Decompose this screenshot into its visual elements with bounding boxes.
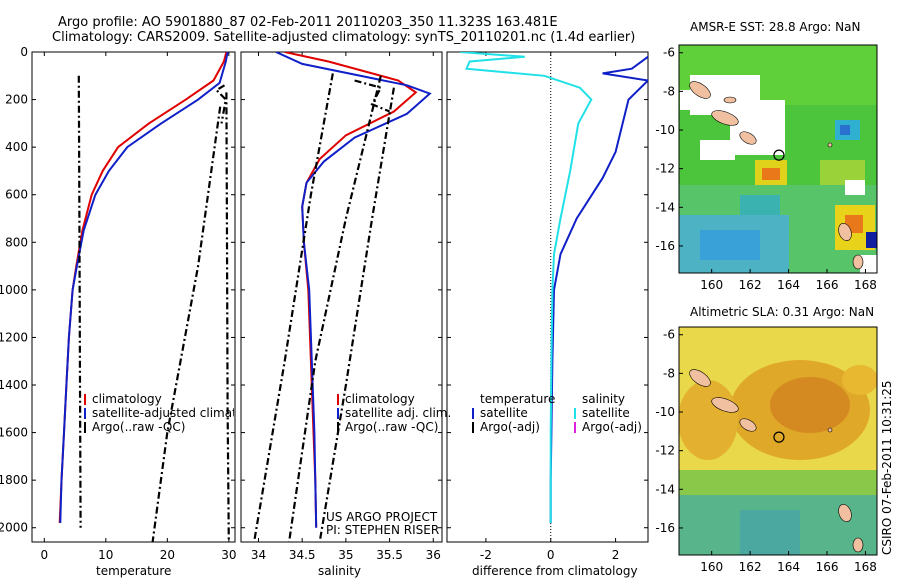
temp-xtick-label: 30 [221,548,236,562]
depth-tick-label: 1200 [0,330,28,344]
depth-tick-label: 1400 [0,378,28,392]
diff-xtick-label: 2 [612,548,620,562]
temp-xtick-label: 0 [40,548,48,562]
diff-xtick-label: 0 [547,548,555,562]
csiro-timestamp: CSIRO 07-Feb-2011 10:31:25 [880,380,894,555]
temp-series-argo-d [214,84,227,124]
diff-series-temperature-satellite [549,55,648,523]
depth-tick-label: 200 [5,93,28,107]
sal-xtick-label: 35.5 [376,548,403,562]
sla-argo-marker [773,431,785,443]
project-annotation: US ARGO PROJECT [326,510,438,524]
sst-ytick-label: -14 [655,200,675,214]
sla-xtick-label: 164 [777,560,800,574]
diff-legend-temp-satellite: satellite [480,406,528,420]
sla-ytick-label: -10 [655,405,675,419]
sst-xtick-label: 164 [777,278,800,292]
sst-xtick-label: 160 [700,278,723,292]
header-line-2: Climatology: CARS2009. Satellite-adjuste… [52,30,636,45]
diff-series-salinity-satellite [459,52,593,523]
sst-map-image [679,45,877,273]
sst-xtick-label: 166 [816,278,839,292]
temp-xtick-label: 20 [160,548,175,562]
diff-legend-salinity-heading: salinity [582,392,626,406]
sla-xtick-label: 162 [739,560,762,574]
depth-tick-label: 2000 [0,521,28,535]
diff-legend-temperature-heading: temperature [480,392,556,406]
depth-tick-label: 600 [5,188,28,202]
sla-ytick-label: -12 [655,444,675,458]
sst-ytick-label: -16 [655,239,675,253]
temp-series-climatology [58,52,228,524]
sla-xtick-label: 166 [816,560,839,574]
sal-series-argo-a [253,73,334,542]
diff-series-group [459,52,648,523]
sla-map-axes [678,326,878,556]
sal-series-argo-c [318,87,395,542]
temp-series-group [58,52,230,542]
sst-xtick-label: 168 [854,278,877,292]
salinity-xlabel: salinity [318,564,362,578]
sal-series-group [253,52,432,542]
sal-legend-argo: Argo(..raw -QC) [345,420,439,434]
temperature-axes [31,51,236,543]
sal-series-climatology [284,52,418,528]
pi-annotation: PI: STEPHEN RISER [326,523,440,537]
sla-xtick-label: 168 [854,560,877,574]
depth-tick-label: 800 [5,235,28,249]
sst-xtick-label: 162 [739,278,762,292]
temp-series-argo-c [151,106,222,542]
sla-map-title: Altimetric SLA: 0.31 Argo: NaN [690,305,875,319]
temp-legend-climatology: climatology [92,392,162,406]
sal-xtick-label: 34.5 [289,548,316,562]
depth-tick-label: 1600 [0,426,28,440]
difference-xlabel: difference from climatology [472,564,638,578]
sst-ytick-label: -8 [663,84,675,98]
temp-xtick-label: 10 [98,548,113,562]
sla-map-image [679,327,877,555]
sla-xtick-label: 160 [700,560,723,574]
diff-legend-sal-satellite: satellite [582,406,630,420]
sal-legend-satellite: satellite adj. clim. [345,406,452,420]
sst-map-title: AMSR-E SST: 28.8 Argo: NaN [690,20,861,34]
temperature-xlabel: temperature [96,564,172,578]
sst-argo-marker [773,149,785,161]
diff-legend-sal-argo: Argo(-adj) [582,420,642,434]
sst-ytick-label: -10 [655,123,675,137]
sst-ytick-label: -12 [655,162,675,176]
depth-tick-label: 400 [5,140,28,154]
temp-series-argo-b [225,92,230,542]
sla-ytick-label: -6 [663,328,675,342]
sal-legend-climatology: climatology [345,392,415,406]
depth-tick-label: 0 [20,45,28,59]
temp-series-argo-a [77,75,82,528]
sal-xtick-label: 36 [426,548,441,562]
sst-map-axes [678,44,878,274]
depth-tick-label: 1800 [0,473,28,487]
sal-series-satellite-adj-clim- [275,52,432,528]
depth-tick-label: 1000 [0,283,28,297]
sla-ytick-label: -14 [655,482,675,496]
sst-ytick-label: -6 [663,46,675,60]
temp-legend-argo: Argo(..raw -QC) [92,420,186,434]
temp-legend-satellite: satellite-adjusted climatology [92,406,234,420]
sal-series-argo-d [354,79,391,113]
diff-xtick-label: -2 [480,548,492,562]
sal-xtick-label: 34 [251,548,266,562]
difference-axes [446,51,649,543]
salinity-axes [240,51,443,543]
sla-ytick-label: -16 [655,521,675,535]
diff-legend-temp-argo: Argo(-adj) [480,420,540,434]
sla-ytick-label: -8 [663,366,675,380]
temp-series-satellite-adj-clim- [59,52,229,524]
sal-xtick-label: 35 [338,548,353,562]
header-line-1: Argo profile: AO 5901880_87 02-Feb-2011 … [58,15,558,30]
